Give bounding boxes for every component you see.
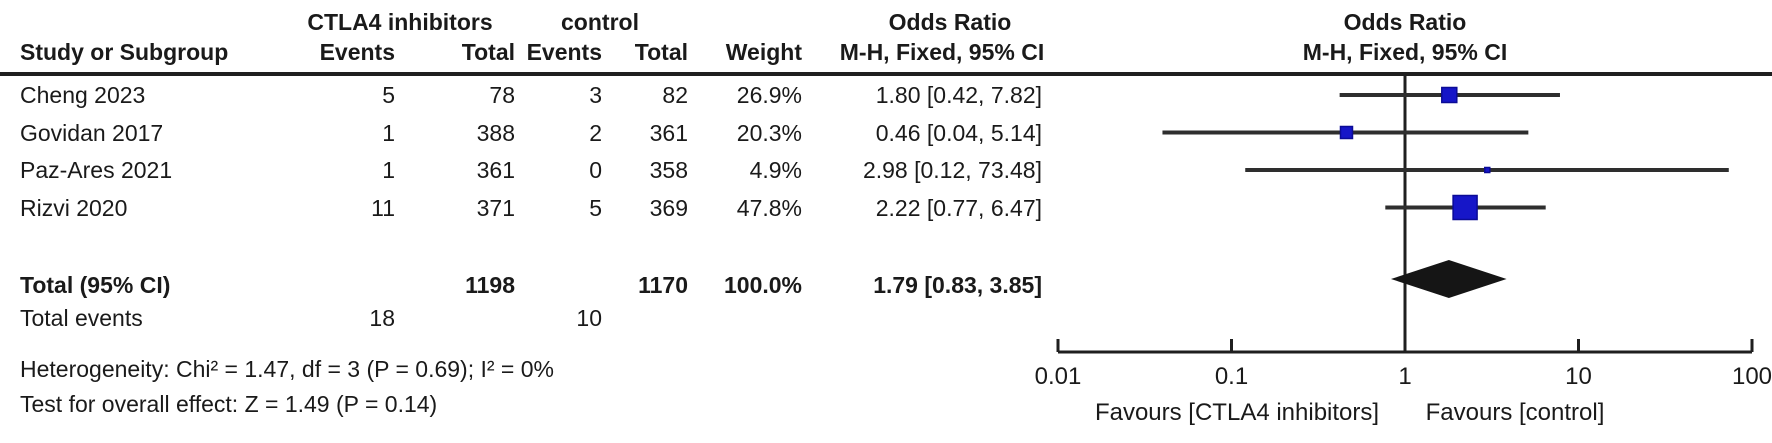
x-axis-tick-label: 1	[1398, 363, 1412, 390]
weight-value: 20.3%	[736, 119, 802, 146]
column-header-events-control: Events	[526, 39, 602, 65]
table-row: Paz-Ares 2021 1 361 0 358 4.9% 2.98 [0.12, 73.…	[0, 156, 1772, 184]
group-header-odds-ratio-right: Odds Ratio	[1343, 9, 1467, 35]
total-n-control: 1170	[638, 272, 688, 298]
or-marker	[1452, 194, 1478, 221]
total-experimental: 361	[476, 157, 515, 183]
total-control: 358	[649, 157, 688, 183]
weight-value: 26.9%	[736, 82, 802, 108]
x-axis-tick-label: 0.1	[1214, 363, 1249, 390]
column-header-study: Study or Subgroup	[20, 39, 229, 65]
events-experimental: 5	[382, 82, 395, 108]
events-control: 0	[589, 157, 602, 183]
total-events-label: Total events	[20, 305, 143, 331]
weight-value: 4.9%	[749, 157, 802, 183]
total-ci-text: 1.79 [0.83, 3.85]	[873, 272, 1042, 298]
total-control: 82	[662, 82, 688, 108]
total-n-experimental: 1198	[465, 272, 515, 298]
column-header-total-control: Total	[634, 39, 688, 65]
events-experimental: 1	[382, 119, 395, 146]
x-axis-tick-label: 0.01	[1034, 363, 1082, 390]
study-name: Rizvi 2020	[20, 194, 128, 221]
total-experimental: 388	[476, 119, 515, 146]
column-header-weight: Weight	[725, 39, 802, 65]
ci-text: 2.98 [0.12, 73.48]	[862, 157, 1042, 183]
total-events-experimental: 18	[369, 305, 395, 331]
column-header-ci-right: M-H, Fixed, 95% CI	[1302, 39, 1508, 65]
group-header-odds-ratio-left: Odds Ratio	[888, 9, 1012, 35]
events-experimental: 11	[371, 194, 395, 221]
x-axis-tick-label: 100	[1731, 363, 1772, 390]
study-name: Govidan 2017	[20, 119, 164, 146]
study-name: Paz-Ares 2021	[20, 157, 173, 183]
group-header-experimental: CTLA4 inhibitors	[307, 9, 493, 35]
total-row: Total (95% CI) 1198 1170 100.0% 1.79 [0.…	[0, 271, 1772, 299]
total-experimental: 78	[489, 82, 515, 108]
or-marker	[1339, 125, 1354, 140]
events-control: 3	[589, 82, 602, 108]
header-rule	[0, 72, 1772, 76]
events-control: 5	[589, 194, 602, 221]
table-row: Cheng 2023 5 78 3 82 26.9% 1.80 [0.42, 7.82]	[0, 81, 1772, 109]
pooled-diamond	[1390, 260, 1507, 298]
overall-effect-note: Test for overall effect: Z = 1.49 (P = 0…	[20, 391, 438, 417]
heterogeneity-note: Heterogeneity: Chi² = 1.47, df = 3 (P = …	[20, 356, 554, 382]
table-row: Govidan 2017 1 388 2 361 20.3% 0.46 [0.04, 5.1…	[0, 119, 1772, 147]
total-weight: 100.0%	[723, 272, 802, 298]
or-marker	[1484, 166, 1491, 174]
total-events-row: Total events 18 10	[0, 304, 1772, 332]
study-name: Cheng 2023	[20, 82, 146, 108]
weight-value: 47.8%	[736, 194, 802, 221]
ci-text: 1.80 [0.42, 7.82]	[875, 82, 1042, 108]
column-header-events-experimental: Events	[319, 39, 395, 65]
ci-text: 0.46 [0.04, 5.14]	[875, 119, 1042, 146]
or-marker	[1441, 86, 1458, 104]
total-control: 361	[649, 119, 688, 146]
group-header-control: control	[561, 9, 639, 35]
x-axis-tick-label: 10	[1565, 363, 1592, 390]
favours-right-label: Favours [control]	[1425, 399, 1605, 426]
ci-text: 2.22 [0.77, 6.47]	[875, 194, 1042, 221]
total-experimental: 371	[476, 194, 515, 221]
events-control: 2	[589, 119, 602, 146]
favours-left-label: Favours [CTLA4 inhibitors]	[1094, 399, 1380, 426]
events-experimental: 1	[382, 157, 395, 183]
column-header-total-experimental: Total	[461, 39, 515, 65]
table-row: Rizvi 2020 11 371 5 369 47.8% 2.22 [0.77, 6.47…	[0, 194, 1772, 222]
total-events-control: 10	[576, 305, 602, 331]
column-header-ci: M-H, Fixed, 95% CI	[839, 39, 1045, 65]
total-control: 369	[649, 194, 688, 221]
total-label: Total (95% CI)	[20, 272, 171, 298]
